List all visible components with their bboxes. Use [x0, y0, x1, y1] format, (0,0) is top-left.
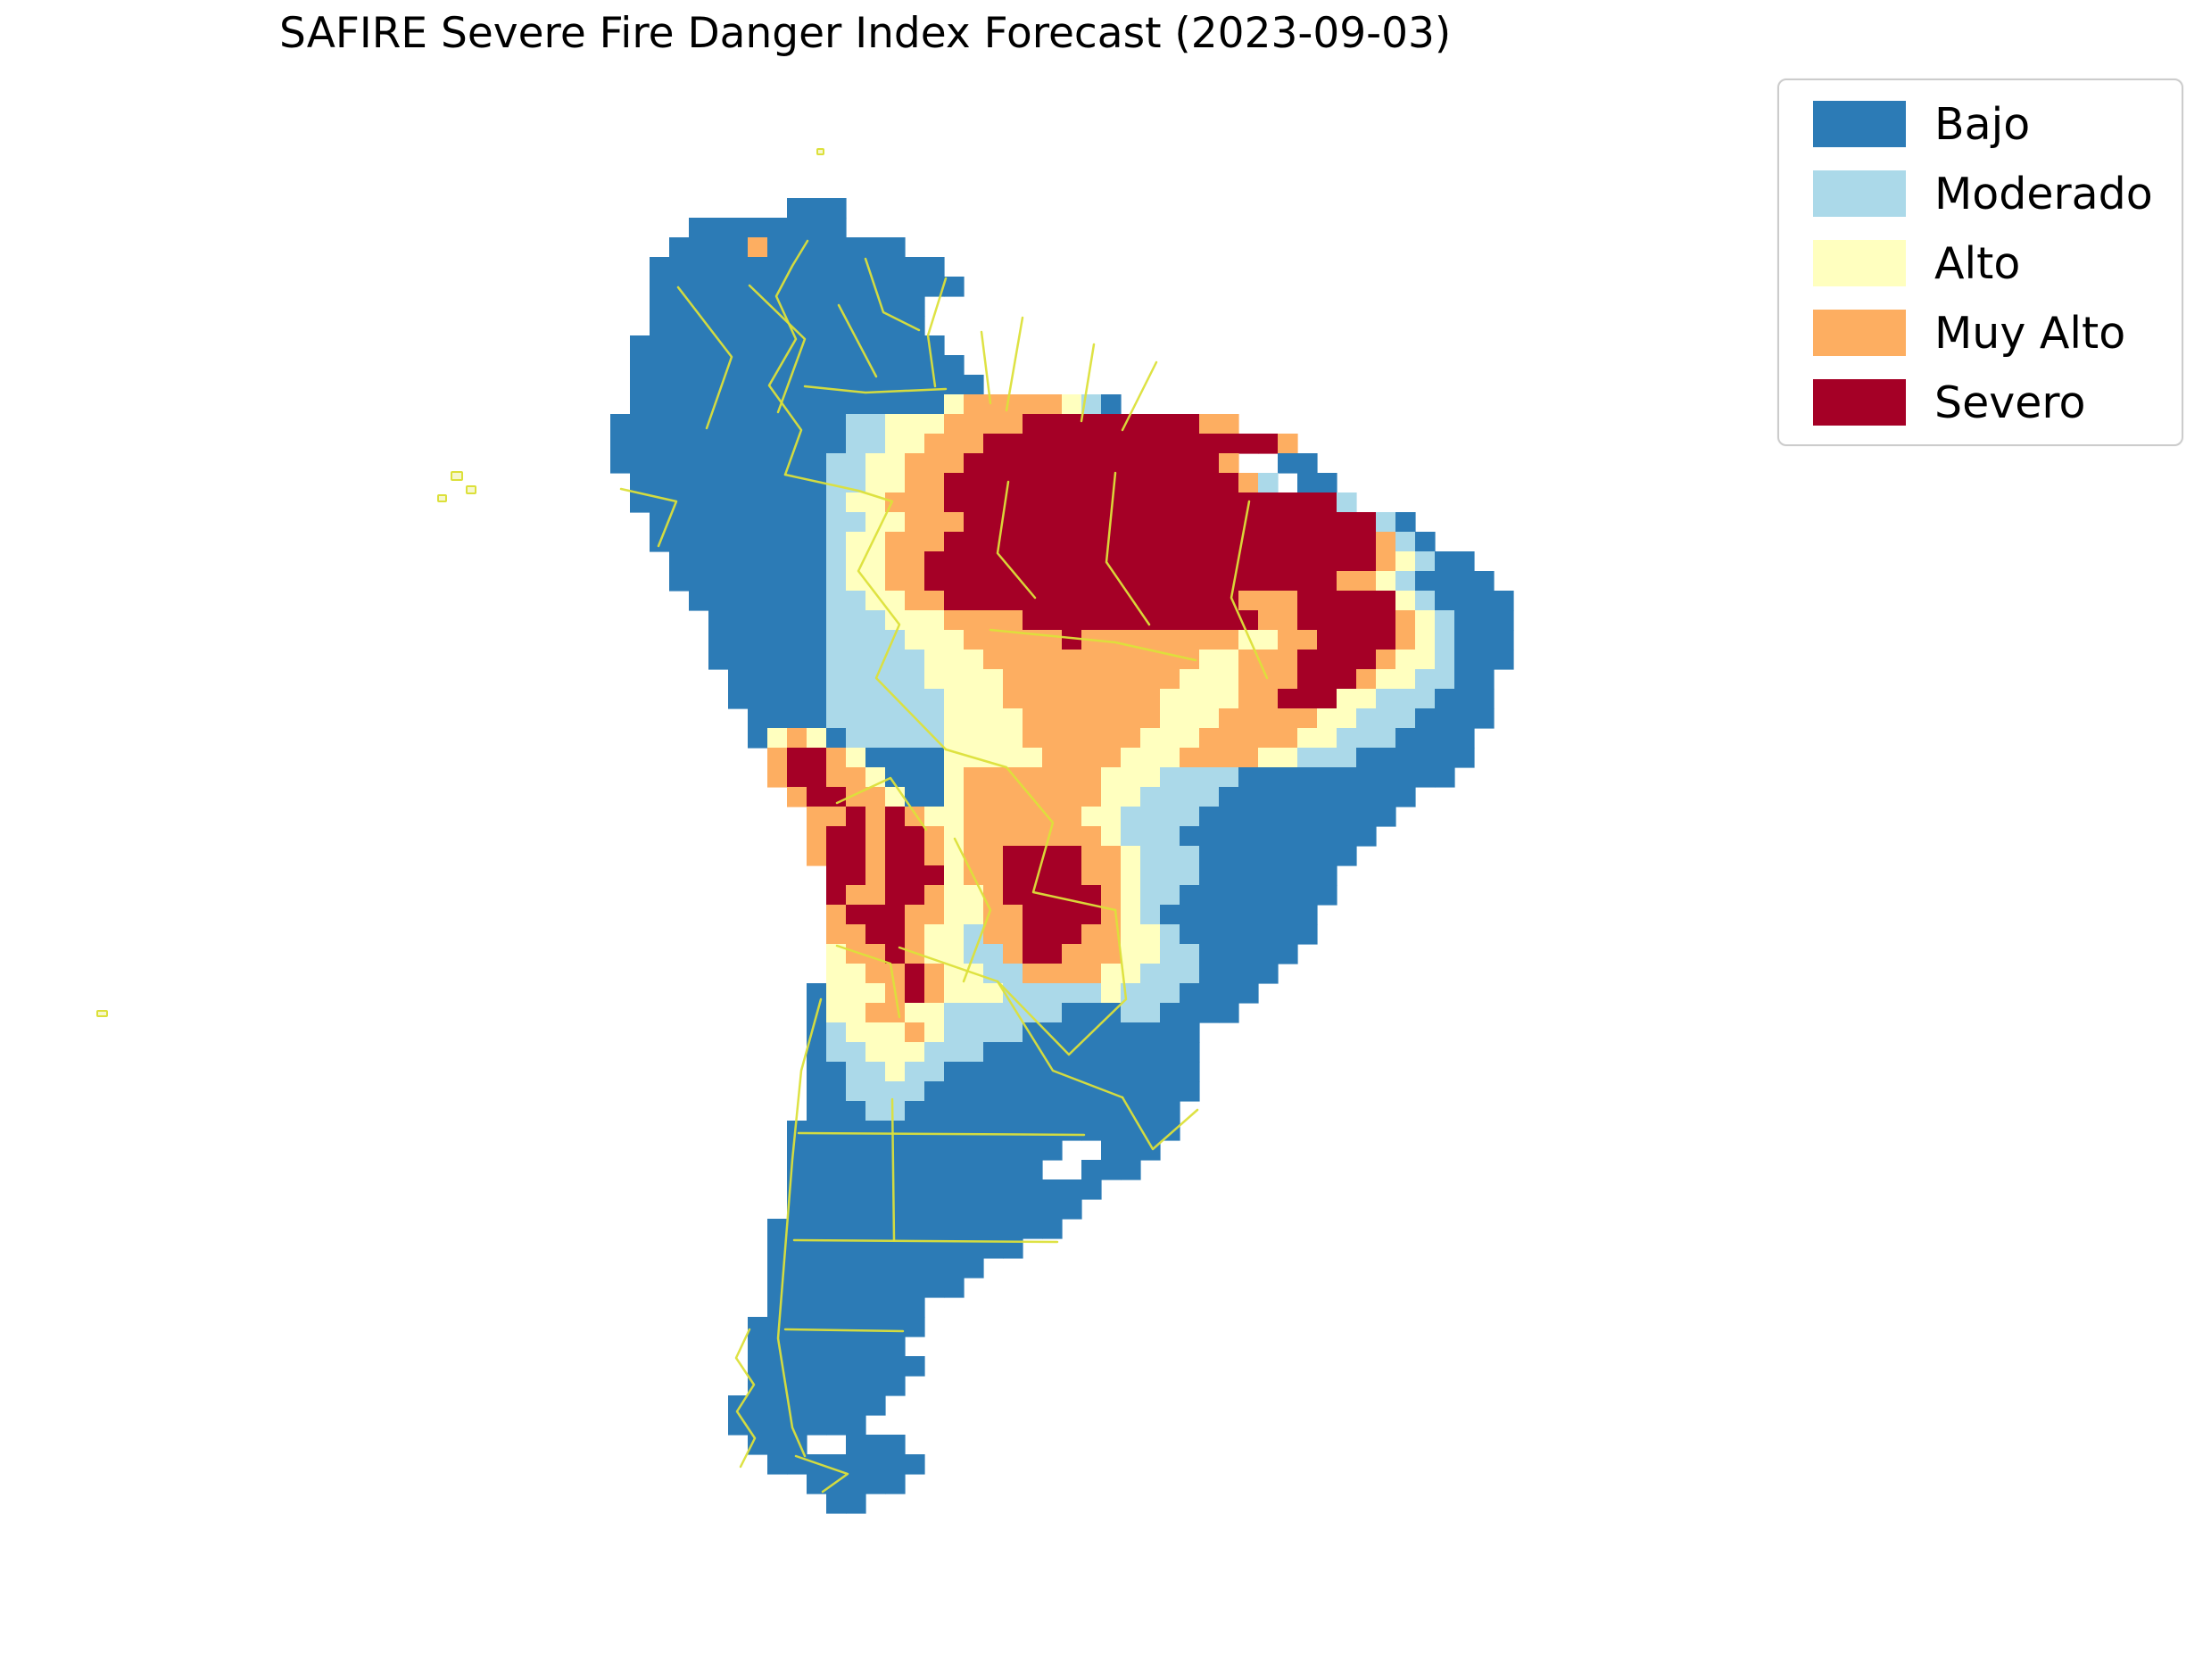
legend-swatch-severo — [1813, 379, 1906, 426]
legend-items: Bajo Moderado Alto Muy Alto Severo — [1779, 89, 2182, 437]
legend-label-alto: Alto — [1934, 237, 2021, 289]
island-speck — [466, 485, 476, 494]
island-speck — [816, 148, 824, 155]
legend-label-bajo: Bajo — [1934, 98, 2031, 150]
legend-swatch-muy-alto — [1813, 310, 1906, 356]
island-speck — [437, 494, 447, 502]
legend-label-muy-alto: Muy Alto — [1934, 307, 2126, 359]
legend-item-severo: Severo — [1779, 368, 2182, 437]
legend-swatch-moderado — [1813, 170, 1906, 217]
map-title: SAFIRE Severe Fire Danger Index Forecast… — [279, 9, 1452, 58]
legend-swatch-bajo — [1813, 101, 1906, 147]
legend-item-muy-alto: Muy Alto — [1779, 298, 2182, 368]
island-speck — [96, 1010, 108, 1017]
legend-item-alto: Alto — [1779, 228, 2182, 298]
legend-label-moderado: Moderado — [1934, 168, 2153, 219]
legend-item-bajo: Bajo — [1779, 89, 2182, 159]
map-container — [571, 178, 1592, 1536]
legend-label-severo: Severo — [1934, 377, 2086, 428]
island-speck — [451, 471, 463, 481]
legend: Bajo Moderado Alto Muy Alto Severo — [1777, 79, 2183, 446]
legend-item-moderado: Moderado — [1779, 159, 2182, 228]
south-america-fire-danger-map — [610, 198, 1514, 1514]
legend-swatch-alto — [1813, 240, 1906, 286]
